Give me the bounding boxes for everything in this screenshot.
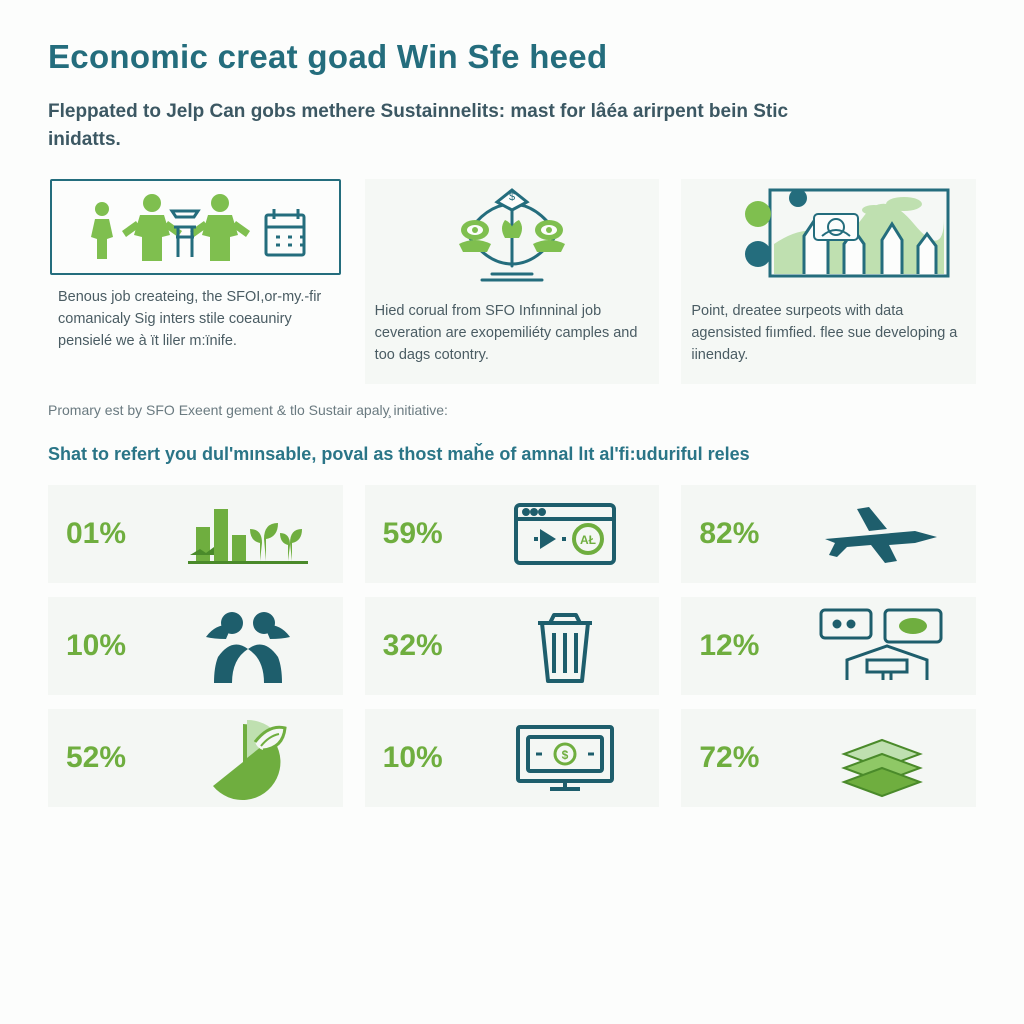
svg-text:AŁ: AŁ	[580, 533, 596, 547]
feature-card: Benous job createing, the SFOI,or-my.-fi…	[48, 179, 343, 384]
stat-tile: 59% AŁ	[365, 485, 660, 583]
stat-tile: 72%	[681, 709, 976, 807]
stat-percent: 01%	[66, 517, 150, 551]
svg-text:$: $	[509, 191, 515, 203]
feature-card-text: Point, dreatee surpeots with data agensi…	[681, 301, 976, 366]
stat-tile: 01%	[48, 485, 343, 583]
stat-percent: 10%	[383, 741, 467, 775]
money-screen-icon: $	[489, 719, 642, 797]
stat-percent: 10%	[66, 629, 150, 663]
trash-bin-icon	[489, 605, 642, 687]
stat-tile: 10%	[48, 597, 343, 695]
stat-tile: 52%	[48, 709, 343, 807]
page-title: Economic creat goad Win Sfe heed	[48, 38, 976, 76]
stat-percent: 59%	[383, 517, 467, 551]
balance-leaves-icon: $	[365, 179, 660, 289]
stat-tile: 82%	[681, 485, 976, 583]
feature-cards-row: Benous job createing, the SFOI,or-my.-fi…	[48, 179, 976, 384]
bars-plants-icon	[172, 499, 325, 569]
layers-icon	[805, 716, 958, 800]
stat-percent: 12%	[699, 629, 783, 663]
stat-tile: 12%	[681, 597, 976, 695]
stat-percent: 52%	[66, 741, 150, 775]
svg-text:$: $	[562, 748, 569, 762]
browser-play-icon: AŁ	[489, 499, 642, 569]
stat-percent: 82%	[699, 517, 783, 551]
stats-grid: 01% 59%	[48, 485, 976, 807]
feature-card: Point, dreatee surpeots with data agensi…	[681, 179, 976, 384]
pie-leaf-icon	[172, 716, 325, 800]
source-caption: Promary est by SFO Exeent gement & tlo S…	[48, 402, 976, 418]
feature-card-text: Hied corual from SFO Infınninal job ceve…	[365, 301, 660, 366]
airplane-icon	[805, 499, 958, 569]
stat-percent: 72%	[699, 741, 783, 775]
chat-screens-icon	[805, 606, 958, 686]
stat-tile: 10% $	[365, 709, 660, 807]
data-landscape-icon	[681, 179, 976, 289]
page-subtitle: Fleppated to Jelp Can gobs methere Susta…	[48, 98, 808, 153]
feature-card-text: Benous job createing, the SFOI,or-my.-fi…	[48, 287, 343, 352]
people-buildings-icon	[50, 179, 341, 275]
stat-percent: 32%	[383, 629, 467, 663]
feature-card: $ Hied corual from SFO Infınninal job ce…	[365, 179, 660, 384]
two-people-icon	[172, 607, 325, 685]
stats-section-title: Shat to refert you dul'mınsable, poval a…	[48, 444, 976, 465]
stat-tile: 32%	[365, 597, 660, 695]
